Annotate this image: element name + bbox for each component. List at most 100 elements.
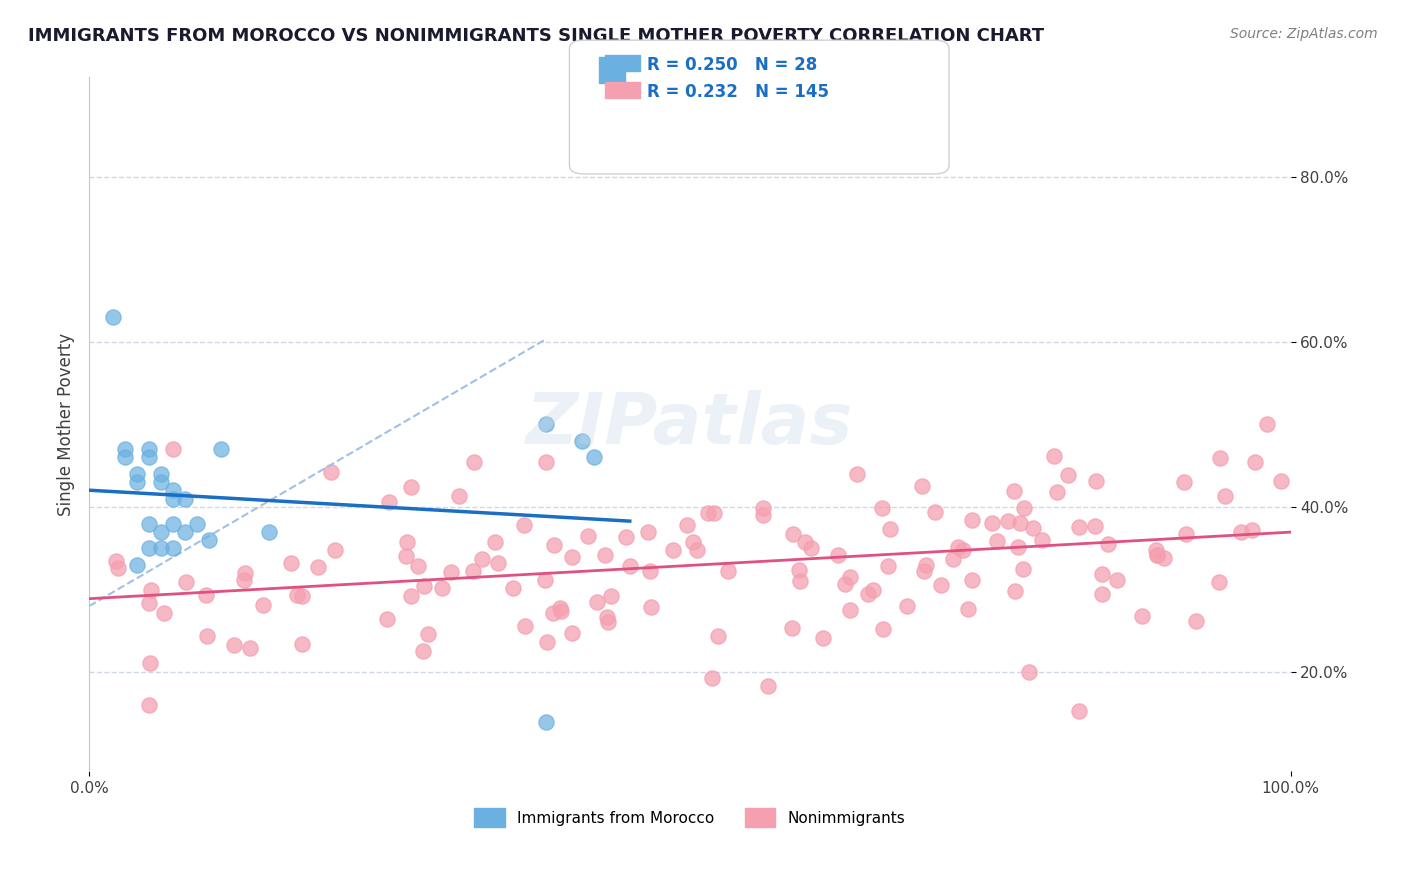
Point xyxy=(752,508,775,522)
Point xyxy=(139,656,162,670)
Point xyxy=(929,578,952,592)
Point xyxy=(1174,526,1197,541)
Point xyxy=(412,644,434,658)
Point xyxy=(582,450,605,465)
Point xyxy=(186,516,208,531)
Point xyxy=(576,529,599,543)
Point xyxy=(138,516,160,531)
Point xyxy=(138,541,160,556)
Point xyxy=(834,577,856,591)
Point xyxy=(800,541,823,556)
Point xyxy=(105,554,128,568)
Point xyxy=(1229,525,1251,540)
Point xyxy=(543,538,565,552)
Point xyxy=(138,698,160,712)
Point xyxy=(375,612,398,626)
Point xyxy=(793,535,815,549)
Point xyxy=(502,581,524,595)
Point xyxy=(586,595,609,609)
Point xyxy=(896,599,918,613)
Point xyxy=(1243,454,1265,468)
Point xyxy=(924,505,946,519)
Point xyxy=(550,604,572,618)
Text: R = 0.232   N = 145: R = 0.232 N = 145 xyxy=(647,83,828,101)
Point xyxy=(138,442,160,457)
Point xyxy=(138,596,160,610)
Point xyxy=(686,542,709,557)
Point xyxy=(942,551,965,566)
Point xyxy=(150,467,173,481)
Point xyxy=(1215,490,1237,504)
Point xyxy=(162,491,184,506)
Point xyxy=(471,552,494,566)
Text: Source: ZipAtlas.com: Source: ZipAtlas.com xyxy=(1230,27,1378,41)
Point xyxy=(440,565,463,579)
Point xyxy=(598,615,620,629)
Point xyxy=(541,606,564,620)
Point xyxy=(561,550,583,565)
Point xyxy=(1067,520,1090,534)
Point xyxy=(416,627,439,641)
Point xyxy=(536,634,558,648)
Y-axis label: Single Mother Poverty: Single Mother Poverty xyxy=(58,333,75,516)
Point xyxy=(291,590,314,604)
Point xyxy=(637,525,659,540)
Point xyxy=(406,558,429,573)
Point xyxy=(138,450,160,465)
Point xyxy=(150,541,173,556)
Point xyxy=(789,574,811,589)
Point xyxy=(449,489,471,503)
Point xyxy=(461,564,484,578)
Point xyxy=(114,450,136,465)
Point xyxy=(533,574,555,588)
Point xyxy=(1184,615,1206,629)
Point xyxy=(957,601,980,615)
Point xyxy=(980,516,1002,530)
Point xyxy=(107,561,129,575)
Point xyxy=(946,540,969,554)
Point xyxy=(600,590,623,604)
Point xyxy=(198,533,221,547)
Point xyxy=(287,588,309,602)
Point xyxy=(412,579,434,593)
Point xyxy=(997,514,1019,528)
Point xyxy=(162,442,184,457)
Point xyxy=(150,524,173,539)
Point xyxy=(706,629,728,643)
Point xyxy=(1012,501,1035,516)
Point xyxy=(1241,524,1264,538)
Point xyxy=(1018,665,1040,680)
Point xyxy=(1208,575,1230,590)
Legend: Immigrants from Morocco, Nonimmigrants: Immigrants from Morocco, Nonimmigrants xyxy=(468,802,911,833)
Point xyxy=(127,475,149,490)
Point xyxy=(593,548,616,562)
Point xyxy=(780,621,803,635)
Point xyxy=(915,558,938,573)
Point xyxy=(291,637,314,651)
Point xyxy=(811,631,834,645)
Point xyxy=(758,679,780,693)
Point xyxy=(960,513,983,527)
Point xyxy=(876,558,898,573)
Point xyxy=(162,516,184,531)
Point xyxy=(1069,704,1091,718)
Point xyxy=(233,573,256,587)
Point xyxy=(209,442,232,457)
Point xyxy=(1173,475,1195,490)
Point xyxy=(1153,550,1175,565)
Point xyxy=(430,581,453,595)
Point xyxy=(548,600,571,615)
Point xyxy=(325,542,347,557)
Point xyxy=(700,672,723,686)
Point xyxy=(752,501,775,516)
Point xyxy=(1042,449,1064,463)
Point xyxy=(176,574,198,589)
Point xyxy=(195,588,218,602)
Point xyxy=(399,480,422,494)
Point xyxy=(486,556,509,570)
Point xyxy=(703,507,725,521)
Point xyxy=(534,714,557,729)
Point xyxy=(638,564,661,578)
Point xyxy=(174,491,197,506)
Point xyxy=(239,641,262,656)
